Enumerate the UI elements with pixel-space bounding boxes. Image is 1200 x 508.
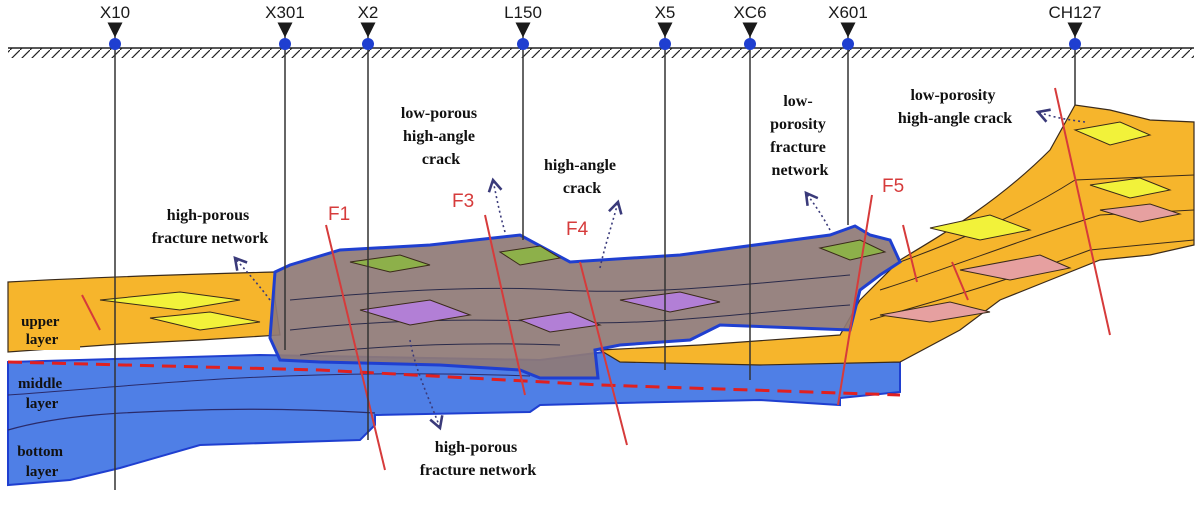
layer-label-bottom: bottom layer xyxy=(17,444,67,480)
well-label: L150 xyxy=(504,3,542,22)
well-x301: X301 xyxy=(265,3,305,350)
ground-surface xyxy=(8,47,1194,58)
wells: X10 X301 X2 L150 X5 XC6 X601 CH127 xyxy=(100,3,1102,490)
well-dot xyxy=(362,38,374,50)
annotation-low-porosity-crack: low-porosity high-angle crack xyxy=(898,87,1012,127)
fault-f5-line xyxy=(837,194,873,406)
well-label: X2 xyxy=(358,3,379,22)
well-dot xyxy=(109,38,121,50)
fault-f3-line xyxy=(484,214,526,396)
bottom-internal-line xyxy=(7,373,531,396)
middle-bottom-boundary xyxy=(7,408,376,431)
well-dot xyxy=(517,38,529,50)
upper-layer-right xyxy=(597,104,1195,366)
upper-layer-label-bg xyxy=(10,310,80,350)
annotation-high-angle-crack: high-angle crack xyxy=(544,157,620,197)
layer-label-middle: middle layer xyxy=(18,376,66,412)
sand-lenses xyxy=(99,121,1182,333)
annotation-high-porous-network-bottom: high-porous fracture network xyxy=(420,439,537,479)
well-x5: X5 xyxy=(655,3,676,370)
well-label: X601 xyxy=(828,3,868,22)
well-label: X10 xyxy=(100,3,130,22)
annotation-low-porosity-network: low- porosity fracture network xyxy=(770,93,830,179)
well-dot xyxy=(1069,38,1081,50)
well-ch127: CH127 xyxy=(1049,3,1102,105)
well-xc6: XC6 xyxy=(733,3,767,380)
well-label: X5 xyxy=(655,3,676,22)
fault-lines xyxy=(81,87,1111,471)
annotation-high-porous-network-left: high-porous fracture network xyxy=(152,207,269,247)
fault-label-f1: F1 xyxy=(328,204,350,225)
well-x601: X601 xyxy=(828,3,868,225)
layer-label-upper: upper layer xyxy=(21,314,63,348)
well-label: CH127 xyxy=(1049,3,1102,22)
well-dot xyxy=(279,38,291,50)
layer-boundary-dashed xyxy=(7,360,901,397)
well-dot xyxy=(659,38,671,50)
well-l150: L150 xyxy=(504,3,542,240)
fault-f1-line xyxy=(325,224,386,471)
well-x2: X2 xyxy=(358,3,379,440)
fault-label-f4: F4 xyxy=(566,219,589,240)
well-x10: X10 xyxy=(100,3,130,490)
fault-label-f5: F5 xyxy=(882,176,904,197)
well-dot xyxy=(744,38,756,50)
annotation-low-porous-crack: low-porous high-angle crack xyxy=(401,105,481,168)
well-label: X301 xyxy=(265,3,305,22)
well-dot xyxy=(842,38,854,50)
annotation-arrows xyxy=(233,108,1086,431)
fault-label-f3: F3 xyxy=(452,191,474,212)
well-label: XC6 xyxy=(733,3,766,22)
fault-f4-line xyxy=(579,261,628,446)
